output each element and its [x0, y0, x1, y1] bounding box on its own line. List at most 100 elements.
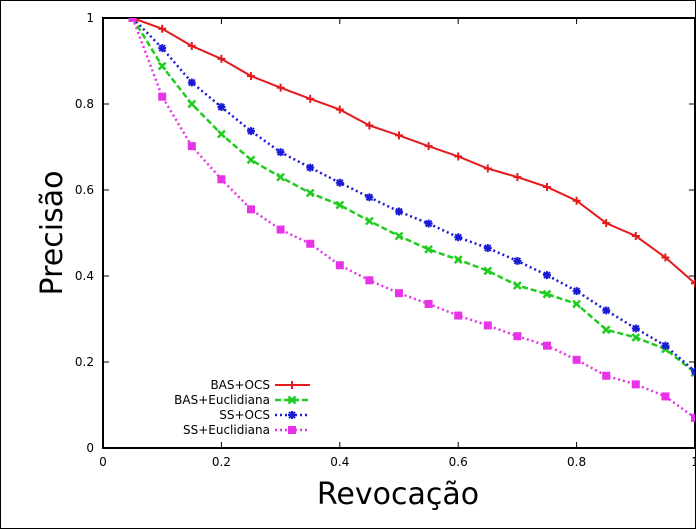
data-point — [631, 324, 640, 333]
y-tick-label: 0.2 — [75, 355, 94, 369]
data-point — [335, 200, 345, 210]
series-line-ss-ocs — [131, 18, 695, 373]
data-point — [276, 83, 285, 92]
data-point — [424, 142, 433, 151]
data-point — [424, 299, 433, 308]
data-point — [513, 281, 522, 290]
data-point — [631, 232, 640, 241]
data-point — [187, 41, 196, 50]
data-point — [602, 371, 611, 380]
data-point — [158, 44, 167, 53]
data-point — [631, 380, 640, 389]
legend-marker — [288, 411, 296, 419]
data-point — [365, 216, 374, 226]
data-point — [335, 105, 344, 114]
data-point — [246, 155, 256, 165]
data-point — [335, 178, 344, 187]
data-point — [454, 233, 463, 242]
data-point — [306, 163, 315, 172]
legend-marker — [287, 395, 297, 405]
y-tick-label: 0.6 — [75, 183, 94, 197]
data-point — [306, 239, 315, 248]
data-point — [454, 152, 463, 161]
data-point — [305, 188, 315, 198]
data-point — [483, 321, 492, 330]
data-point — [306, 94, 315, 103]
data-point — [631, 333, 641, 342]
data-point — [158, 92, 167, 101]
data-point — [276, 225, 285, 234]
legend-item: SS+OCS — [219, 408, 310, 422]
y-tick-label: 0.8 — [75, 97, 94, 111]
data-point — [247, 127, 255, 136]
legend-item: BAS+Euclidiana — [174, 393, 310, 407]
y-tick-label: 0 — [86, 441, 94, 455]
legend-marker — [288, 381, 296, 389]
data-point — [158, 24, 167, 33]
data-point — [691, 367, 695, 376]
data-point — [543, 341, 551, 350]
data-point — [691, 413, 695, 422]
data-point — [276, 172, 285, 182]
plot-area — [102, 17, 696, 449]
data-point — [513, 332, 522, 341]
data-point — [661, 341, 670, 350]
legend-label: SS+OCS — [219, 408, 270, 422]
x-tick-label: 0.4 — [330, 455, 349, 469]
data-point — [424, 219, 433, 228]
series-line-bas-euclidiana — [131, 18, 695, 374]
data-point — [217, 54, 226, 63]
data-point — [365, 193, 374, 202]
legend-label: BAS+Euclidiana — [174, 393, 270, 407]
data-point — [187, 142, 196, 151]
data-point — [128, 18, 137, 22]
data-point — [542, 289, 552, 299]
data-point — [602, 219, 611, 228]
data-point — [543, 182, 551, 191]
data-point — [572, 355, 581, 364]
data-point — [601, 325, 611, 335]
data-point — [365, 276, 374, 285]
data-point — [187, 99, 197, 109]
data-point — [187, 78, 196, 87]
data-point — [483, 164, 492, 173]
y-axis-label: Precisão — [35, 171, 70, 296]
data-point — [247, 205, 255, 214]
data-point — [395, 289, 403, 298]
x-tick-label: 1 — [691, 455, 696, 469]
data-point — [602, 306, 611, 315]
data-point — [513, 173, 522, 182]
x-tick-label: 0.6 — [449, 455, 468, 469]
data-point — [483, 244, 492, 253]
x-axis-label: Revocação — [317, 477, 479, 512]
data-point — [247, 72, 255, 81]
data-point — [483, 266, 493, 276]
legend-item: SS+Euclidiana — [183, 423, 310, 437]
data-point — [424, 244, 433, 254]
series-line-ss-euclidiana — [131, 18, 695, 419]
data-point — [276, 148, 285, 157]
data-point — [395, 207, 403, 216]
data-point — [394, 231, 404, 241]
legend-item: BAS+OCS — [210, 378, 310, 392]
legend-label: SS+Euclidiana — [183, 423, 270, 437]
data-point — [661, 253, 670, 262]
data-point — [543, 271, 551, 280]
data-point — [217, 175, 226, 184]
data-point — [572, 287, 581, 296]
x-tick-label: 0 — [99, 455, 107, 469]
data-point — [395, 131, 403, 140]
data-point — [691, 279, 695, 288]
x-tick-label: 0.8 — [567, 455, 586, 469]
data-point — [217, 103, 226, 112]
y-tick-label: 0.4 — [75, 269, 94, 283]
x-tick-label: 0.2 — [212, 455, 231, 469]
legend-label: BAS+OCS — [210, 378, 270, 392]
data-point — [335, 261, 344, 270]
data-point — [453, 255, 463, 265]
data-point — [572, 299, 581, 309]
data-point — [661, 392, 670, 401]
